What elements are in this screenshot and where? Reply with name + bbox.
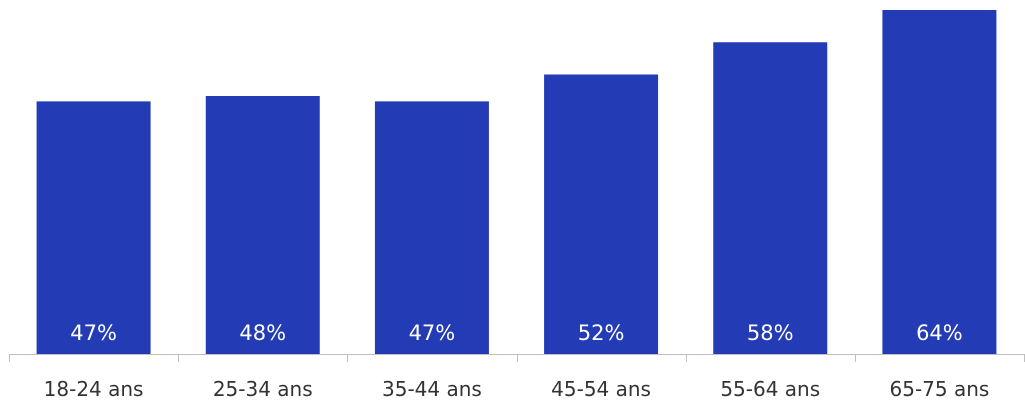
bar-65-75-ans xyxy=(882,10,997,354)
bar-value-label: 58% xyxy=(747,321,794,345)
bar-value-label: 48% xyxy=(239,321,286,345)
bar-55-64-ans xyxy=(713,42,828,354)
x-tick-labels-group: 18-24 ans 25-34 ans 35-44 ans 45-54 ans 55-6… xyxy=(44,377,990,401)
bar-45-54-ans xyxy=(544,74,659,354)
x-tick-label: 25-34 ans xyxy=(213,377,313,401)
bar-35-44-ans xyxy=(374,101,489,354)
x-tick-label: 35-44 ans xyxy=(382,377,482,401)
x-axis xyxy=(9,354,1025,362)
value-labels-group: 47% 48% 47% 52% 58% 64% xyxy=(70,321,963,345)
bars-group xyxy=(36,10,997,354)
bar-value-label: 47% xyxy=(70,321,117,345)
x-tick-label: 18-24 ans xyxy=(44,377,144,401)
x-tick-label: 65-75 ans xyxy=(890,377,990,401)
bar-value-label: 52% xyxy=(578,321,625,345)
x-tick-label: 55-64 ans xyxy=(720,377,820,401)
bar-18-24-ans xyxy=(36,101,151,354)
x-tick-label: 45-54 ans xyxy=(551,377,651,401)
bar-value-label: 64% xyxy=(916,321,963,345)
bar-25-34-ans xyxy=(205,96,320,354)
bar-value-label: 47% xyxy=(409,321,456,345)
